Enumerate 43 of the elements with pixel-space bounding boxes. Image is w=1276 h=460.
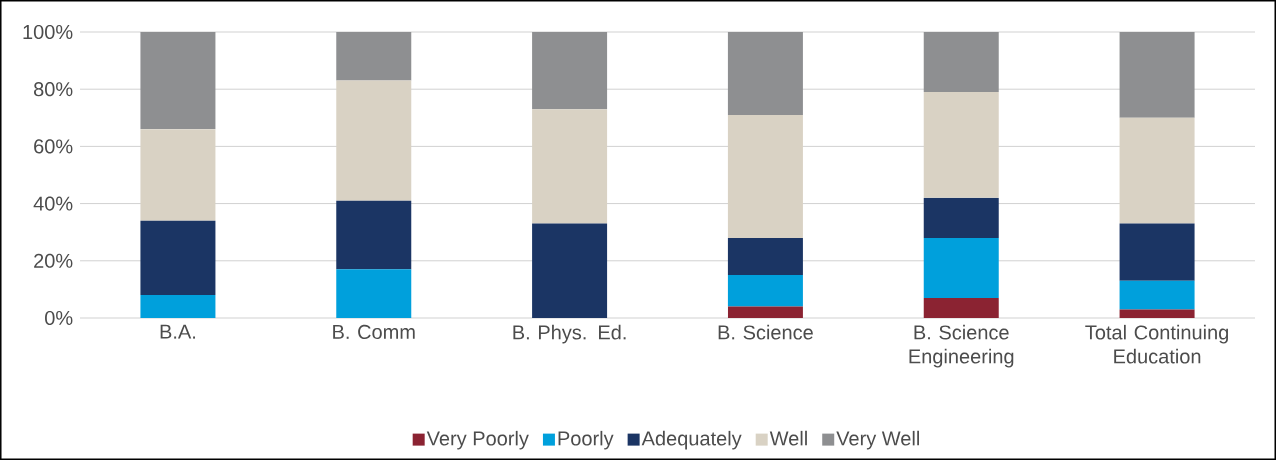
- x-tick-label: B. Comm: [333, 324, 415, 340]
- bar: [1119, 309, 1195, 318]
- bar: [532, 31, 608, 110]
- x-tick-label: B.A.: [160, 324, 196, 339]
- bar: [727, 31, 803, 115]
- bar: [140, 31, 216, 130]
- bar: [727, 237, 803, 276]
- legend-label: Very Well: [836, 430, 919, 450]
- y-tick-label: 40%: [33, 196, 73, 211]
- bar: [923, 197, 999, 238]
- y-tick-label: 80%: [33, 82, 73, 97]
- bar: [140, 220, 216, 296]
- bar: [336, 31, 412, 81]
- bar: [336, 269, 412, 318]
- x-tick-label: Total Continuing Education: [1085, 324, 1229, 364]
- bar: [336, 80, 412, 201]
- y-tick-label: 60%: [34, 139, 73, 154]
- bar: [1119, 31, 1195, 118]
- y-tick-label: 100%: [23, 24, 73, 40]
- x-tick-label: B. Science: [718, 324, 813, 340]
- bar: [727, 114, 803, 238]
- bar: [1119, 117, 1195, 224]
- legend-label: Very Poorly: [426, 430, 529, 450]
- bar: [923, 92, 999, 198]
- x-tick-label: B. Science Engineering: [909, 324, 1014, 368]
- legend-label: Adequately: [641, 430, 742, 450]
- bar: [532, 223, 608, 318]
- bar: [923, 237, 999, 298]
- bar: [1119, 223, 1195, 281]
- y-tick-label: 20%: [34, 253, 73, 268]
- bar: [336, 200, 412, 270]
- bar: [923, 297, 999, 318]
- x-tick-label: B. Phys. Ed.: [513, 324, 626, 344]
- bar: [140, 295, 216, 318]
- y-tick-label: 0%: [45, 310, 73, 326]
- bar: [140, 129, 216, 221]
- bar: [1119, 280, 1195, 310]
- bar: [727, 275, 803, 307]
- legend-label: Poorly: [558, 430, 614, 450]
- legend-label: Well: [769, 430, 807, 446]
- bar: [727, 306, 803, 318]
- bar: [923, 31, 999, 93]
- bar: [532, 109, 608, 224]
